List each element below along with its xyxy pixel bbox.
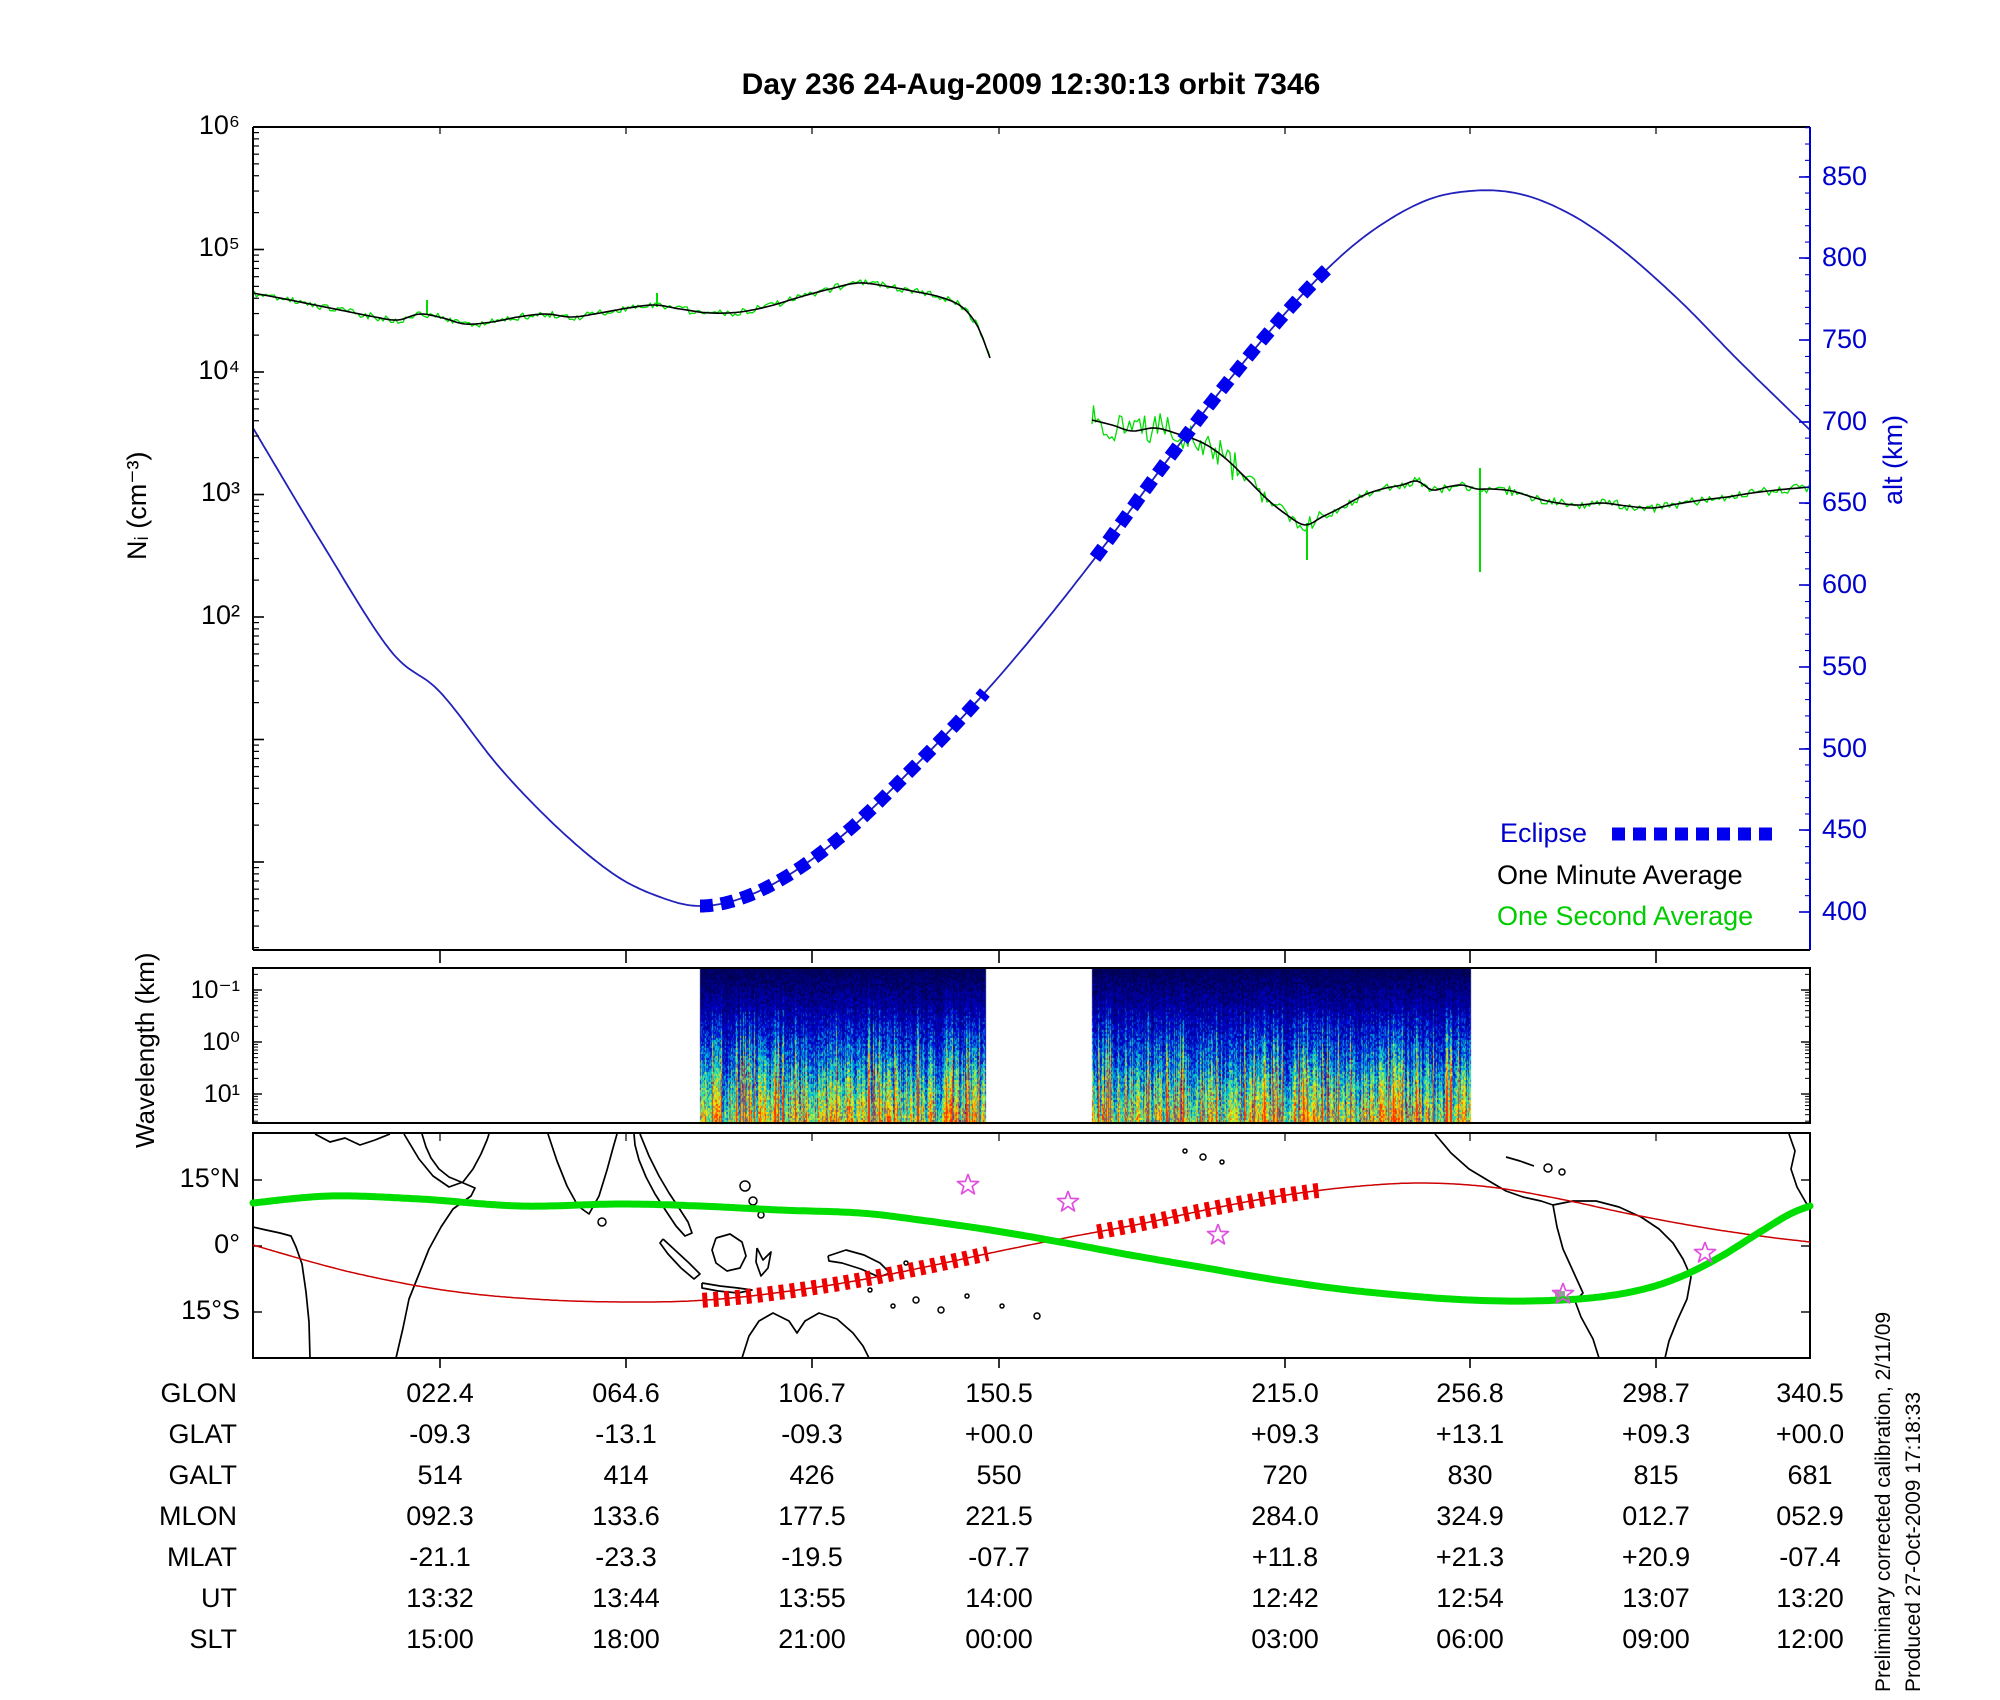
table-cell-mlon-8: 052.9 bbox=[1776, 1501, 1844, 1531]
density-tick-10⁶: 10⁶ bbox=[198, 110, 240, 140]
table-cell-slt-3: 21:00 bbox=[778, 1624, 846, 1654]
table-row-label-mlon: MLON bbox=[158, 1501, 237, 1531]
legend-one-minute-label: One Minute Average bbox=[1497, 860, 1743, 890]
table-cell-glat-8: +00.0 bbox=[1775, 1419, 1845, 1449]
altitude-tick-850: 850 bbox=[1822, 161, 1868, 191]
table-cell-glat-7: +09.3 bbox=[1621, 1419, 1691, 1449]
density-tick-10³: 10³ bbox=[200, 477, 240, 507]
table-cell-mlat-7: +20.9 bbox=[1621, 1542, 1691, 1572]
altitude-axis-label: alt (km) bbox=[1878, 415, 1908, 505]
table-cell-slt-5: 03:00 bbox=[1251, 1624, 1319, 1654]
calibration-note: Preliminary corrected calibration, 2/11/… bbox=[1872, 1311, 1895, 1692]
table-row-label-ut: UT bbox=[201, 1583, 237, 1613]
table-cell-galt-7: 815 bbox=[1633, 1460, 1679, 1490]
table-cell-mlat-5: +11.8 bbox=[1251, 1542, 1319, 1572]
table-cell-mlon-3: 177.5 bbox=[778, 1501, 846, 1531]
latitude-tick-0°: 0° bbox=[214, 1229, 240, 1259]
table-cell-mlat-2: -23.3 bbox=[595, 1542, 657, 1572]
table-cell-ut-8: 13:20 bbox=[1776, 1583, 1844, 1613]
table-cell-mlat-4: -07.7 bbox=[968, 1542, 1030, 1572]
table-cell-glon-7: 298.7 bbox=[1622, 1378, 1690, 1408]
table-cell-mlon-5: 284.0 bbox=[1251, 1501, 1319, 1531]
table-cell-ut-7: 13:07 bbox=[1622, 1583, 1690, 1613]
altitude-tick-500: 500 bbox=[1822, 733, 1868, 763]
table-cell-galt-1: 514 bbox=[417, 1460, 463, 1490]
table-cell-mlat-3: -19.5 bbox=[781, 1542, 843, 1572]
table-cell-ut-2: 13:44 bbox=[592, 1583, 660, 1613]
legend-eclipse-label: Eclipse bbox=[1500, 818, 1588, 848]
table-cell-slt-1: 15:00 bbox=[406, 1624, 474, 1654]
table-cell-glat-3: -09.3 bbox=[781, 1419, 843, 1449]
table-cell-mlat-1: -21.1 bbox=[409, 1542, 471, 1572]
table-cell-glat-2: -13.1 bbox=[595, 1419, 657, 1449]
table-cell-mlon-1: 092.3 bbox=[406, 1501, 474, 1531]
table-cell-glon-6: 256.8 bbox=[1436, 1378, 1504, 1408]
table-cell-slt-2: 18:00 bbox=[592, 1624, 660, 1654]
table-cell-mlon-2: 133.6 bbox=[592, 1501, 660, 1531]
table-cell-galt-6: 830 bbox=[1447, 1460, 1493, 1490]
altitude-tick-750: 750 bbox=[1822, 324, 1868, 354]
density-tick-10²: 10² bbox=[200, 600, 240, 630]
table-cell-glat-6: +13.1 bbox=[1435, 1419, 1505, 1449]
table-cell-glon-5: 215.0 bbox=[1251, 1378, 1319, 1408]
table-cell-mlon-6: 324.9 bbox=[1436, 1501, 1504, 1531]
density-tick-10⁴: 10⁴ bbox=[198, 355, 240, 385]
table-row-label-mlat: MLAT bbox=[166, 1542, 237, 1572]
table-cell-glon-1: 022.4 bbox=[406, 1378, 474, 1408]
table-cell-galt-5: 720 bbox=[1262, 1460, 1308, 1490]
altitude-tick-650: 650 bbox=[1822, 487, 1868, 517]
density-tick-10⁵: 10⁵ bbox=[198, 232, 240, 262]
table-cell-glon-8: 340.5 bbox=[1776, 1378, 1844, 1408]
table-cell-slt-6: 06:00 bbox=[1436, 1624, 1504, 1654]
altitude-tick-600: 600 bbox=[1822, 569, 1868, 599]
table-row-label-galt: GALT bbox=[168, 1460, 237, 1490]
wavelength-tick-10¹: 10¹ bbox=[203, 1080, 240, 1108]
table-cell-glon-3: 106.7 bbox=[778, 1378, 846, 1408]
wavelength-tick-10⁰: 10⁰ bbox=[202, 1028, 240, 1056]
table-cell-slt-4: 00:00 bbox=[965, 1624, 1033, 1654]
altitude-tick-550: 550 bbox=[1822, 651, 1868, 681]
altitude-tick-800: 800 bbox=[1822, 242, 1868, 272]
altitude-tick-400: 400 bbox=[1822, 896, 1868, 926]
table-cell-galt-2: 414 bbox=[603, 1460, 649, 1490]
table-cell-mlat-8: -07.4 bbox=[1779, 1542, 1841, 1572]
table-row-label-slt: SLT bbox=[189, 1624, 237, 1654]
table-cell-ut-6: 12:54 bbox=[1436, 1583, 1504, 1613]
table-cell-ut-1: 13:32 bbox=[406, 1583, 474, 1613]
table-cell-ut-4: 14:00 bbox=[965, 1583, 1033, 1613]
table-cell-mlon-7: 012.7 bbox=[1622, 1501, 1690, 1531]
table-cell-ut-5: 12:42 bbox=[1251, 1583, 1319, 1613]
table-cell-slt-8: 12:00 bbox=[1776, 1624, 1844, 1654]
table-cell-glat-4: +00.0 bbox=[964, 1419, 1034, 1449]
table-cell-mlat-6: +21.3 bbox=[1435, 1542, 1505, 1572]
table-cell-galt-3: 426 bbox=[789, 1460, 835, 1490]
altitude-tick-700: 700 bbox=[1822, 406, 1868, 436]
table-cell-galt-4: 550 bbox=[976, 1460, 1022, 1490]
plot-title: Day 236 24-Aug-2009 12:30:13 orbit 7346 bbox=[741, 68, 1321, 101]
table-row-label-glon: GLON bbox=[160, 1378, 237, 1408]
table-cell-slt-7: 09:00 bbox=[1622, 1624, 1690, 1654]
table-cell-mlon-4: 221.5 bbox=[965, 1501, 1033, 1531]
latitude-tick-15°S: 15°S bbox=[181, 1295, 240, 1325]
table-cell-glon-4: 150.5 bbox=[965, 1378, 1033, 1408]
legend-one-second-label: One Second Average bbox=[1497, 901, 1754, 931]
latitude-tick-15°N: 15°N bbox=[179, 1163, 240, 1193]
table-cell-ut-3: 13:55 bbox=[778, 1583, 846, 1613]
altitude-tick-450: 450 bbox=[1822, 814, 1868, 844]
produced-note: Produced 27-Oct-2009 17:18:33 bbox=[1902, 1391, 1925, 1692]
table-cell-galt-8: 681 bbox=[1787, 1460, 1833, 1490]
wavelength-tick-10⁻¹: 10⁻¹ bbox=[190, 976, 240, 1004]
table-cell-glon-2: 064.6 bbox=[592, 1378, 660, 1408]
table-cell-glat-5: +09.3 bbox=[1250, 1419, 1320, 1449]
table-cell-glat-1: -09.3 bbox=[409, 1419, 471, 1449]
table-row-label-glat: GLAT bbox=[168, 1419, 237, 1449]
